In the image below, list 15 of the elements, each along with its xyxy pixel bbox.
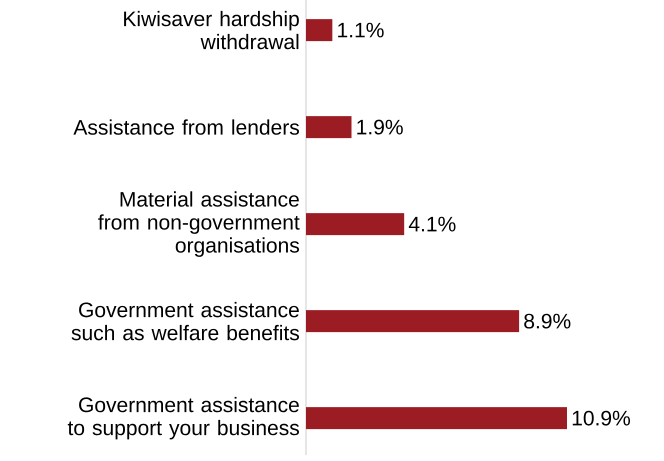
y-tick-label: Government assistance to support your business [68, 396, 299, 440]
bar [306, 213, 404, 236]
data-label: 1.1% [338, 22, 384, 38]
bar [306, 19, 332, 42]
bar [306, 310, 520, 332]
y-tick-label: Material assistance from non-government organisations [98, 191, 300, 257]
y-tick-label: Government assistance such as welfare benefits [72, 302, 299, 340]
data-label: 10.9% [572, 410, 630, 426]
data-label: 8.9% [524, 314, 570, 329]
data-label: 4.1% [408, 216, 456, 232]
bar [306, 407, 568, 430]
y-tick-label: Kiwisaver hardship withdrawal [124, 10, 299, 50]
data-label: 1.9% [357, 120, 403, 135]
bar [306, 116, 352, 138]
y-tick-label: Assistance from lenders [73, 119, 299, 135]
